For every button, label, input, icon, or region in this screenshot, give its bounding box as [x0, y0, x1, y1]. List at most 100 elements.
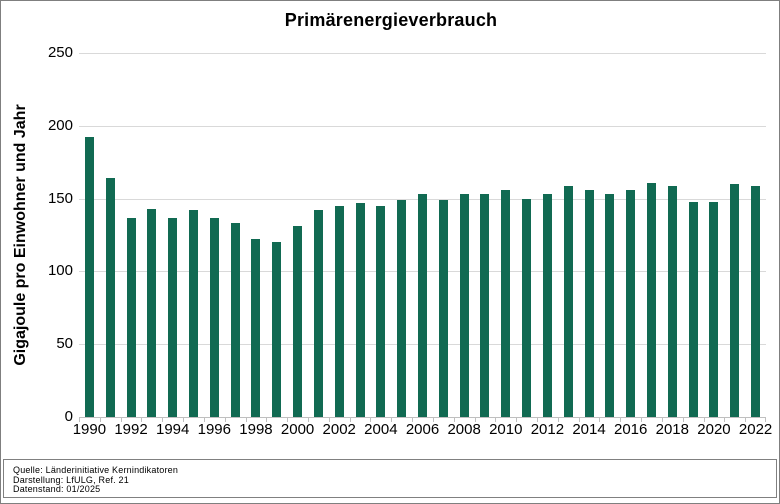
x-tick-label-1992: 1992 [114, 421, 148, 438]
x-axis-tick [703, 418, 705, 422]
bar-2005 [397, 200, 407, 417]
bar-1991 [105, 178, 115, 417]
x-tick-label-2002: 2002 [322, 421, 356, 438]
bar-2002 [334, 205, 344, 417]
bar-1992 [126, 217, 136, 417]
bar-1993 [147, 208, 157, 417]
x-axis-tick [578, 418, 580, 422]
y-tick-label-50: 50 [56, 335, 73, 353]
x-axis-tick [183, 418, 185, 422]
x-axis-tick [495, 418, 497, 422]
x-axis-tick [599, 418, 601, 422]
bar-2001 [313, 210, 323, 417]
y-tick-label-100: 100 [47, 262, 73, 280]
x-axis-tick [245, 418, 247, 422]
x-tick-label-1998: 1998 [239, 421, 273, 438]
x-axis-tick [203, 418, 205, 422]
bar-2015 [605, 194, 615, 417]
x-tick-label-2022: 2022 [738, 421, 773, 438]
y-tick-label-200: 200 [47, 116, 73, 134]
bar-1997 [230, 223, 240, 417]
x-axis-tick [391, 418, 393, 422]
x-tick-label-1990: 1990 [72, 421, 107, 438]
bar-2013 [563, 185, 573, 417]
footer-credit-line: Darstellung: LfULG, Ref. 21 [13, 474, 129, 485]
x-axis-tick [682, 418, 684, 422]
bar-2021 [730, 184, 740, 417]
bar-1990 [84, 137, 94, 417]
bar-2003 [355, 202, 365, 417]
x-axis-tick [328, 418, 330, 422]
bar-2004 [376, 205, 386, 417]
x-tick-label-2004: 2004 [364, 421, 398, 438]
x-axis-tick [453, 418, 455, 422]
x-axis-tick [266, 418, 268, 422]
bar-1996 [209, 217, 219, 417]
x-axis-tick [99, 418, 101, 422]
bar-1998 [251, 239, 261, 417]
x-axis-tick [349, 418, 351, 422]
x-tick-label-2008: 2008 [447, 421, 481, 438]
bar-1995 [189, 210, 198, 417]
bar-2020 [709, 201, 719, 417]
x-tick-label-2012: 2012 [530, 421, 565, 438]
x-axis-tick [765, 418, 766, 422]
x-tick-label-1996: 1996 [197, 421, 231, 438]
bar-2008 [459, 194, 469, 417]
gridline-200 [79, 125, 766, 127]
x-axis-tick [162, 418, 164, 422]
bar-2012 [542, 194, 552, 417]
bar-2017 [647, 182, 656, 417]
bar-2000 [293, 226, 303, 417]
x-axis-tick [308, 418, 309, 422]
bar-2006 [418, 194, 427, 417]
x-axis-tick [724, 418, 726, 422]
y-tick-label-150: 150 [47, 189, 73, 207]
bar-2016 [626, 189, 636, 417]
bar-2019 [688, 201, 698, 417]
x-axis-tick [432, 418, 434, 422]
x-axis-tick [370, 418, 372, 422]
x-axis-tick [141, 418, 143, 422]
gridline-250 [79, 53, 766, 54]
x-axis-tick [745, 418, 747, 422]
x-tick-label-2010: 2010 [489, 421, 523, 438]
x-axis-tick [412, 418, 414, 422]
x-axis-tick [537, 418, 538, 422]
x-axis-tick [661, 418, 663, 422]
x-axis-tick [79, 418, 80, 422]
x-axis-line [79, 417, 766, 418]
x-axis-tick [641, 418, 643, 422]
x-axis-tick [516, 418, 518, 422]
bar-2009 [480, 194, 490, 417]
x-axis-tick [474, 418, 476, 422]
plot-area [79, 53, 766, 422]
x-tick-label-2020: 2020 [697, 421, 731, 438]
y-tick-label-0: 0 [64, 408, 73, 425]
x-tick-label-1994: 1994 [155, 421, 190, 438]
x-tick-label-2006: 2006 [405, 421, 440, 438]
x-axis-tick [224, 418, 226, 422]
bar-2022 [751, 185, 761, 417]
y-tick-label-250: 250 [47, 44, 73, 61]
bar-2011 [522, 198, 532, 417]
x-axis-tick [557, 418, 559, 422]
bar-2014 [584, 189, 594, 417]
y-axis-title: Gigajoule pro Einwohner und Jahr [12, 104, 29, 366]
footer-box: Quelle: Länderinitiative Kernindikatoren… [3, 459, 777, 498]
bar-2007 [438, 200, 448, 417]
footer-source-line: Quelle: Länderinitiative Kernindikatoren [13, 465, 179, 475]
bar-2018 [667, 185, 677, 417]
bar-1994 [168, 217, 178, 417]
x-axis-tick [120, 418, 122, 422]
bar-2010 [501, 189, 511, 417]
x-tick-label-2018: 2018 [655, 421, 689, 438]
x-tick-label-2014: 2014 [572, 421, 606, 438]
x-axis-tick [287, 418, 289, 422]
chart-title: Primärenergieverbrauch [284, 10, 498, 30]
x-tick-label-2016: 2016 [613, 421, 648, 438]
footer-datestamp-line: Datenstand: 01/2025 [13, 484, 101, 494]
bar-1999 [272, 242, 282, 417]
x-axis-tick [620, 418, 622, 422]
